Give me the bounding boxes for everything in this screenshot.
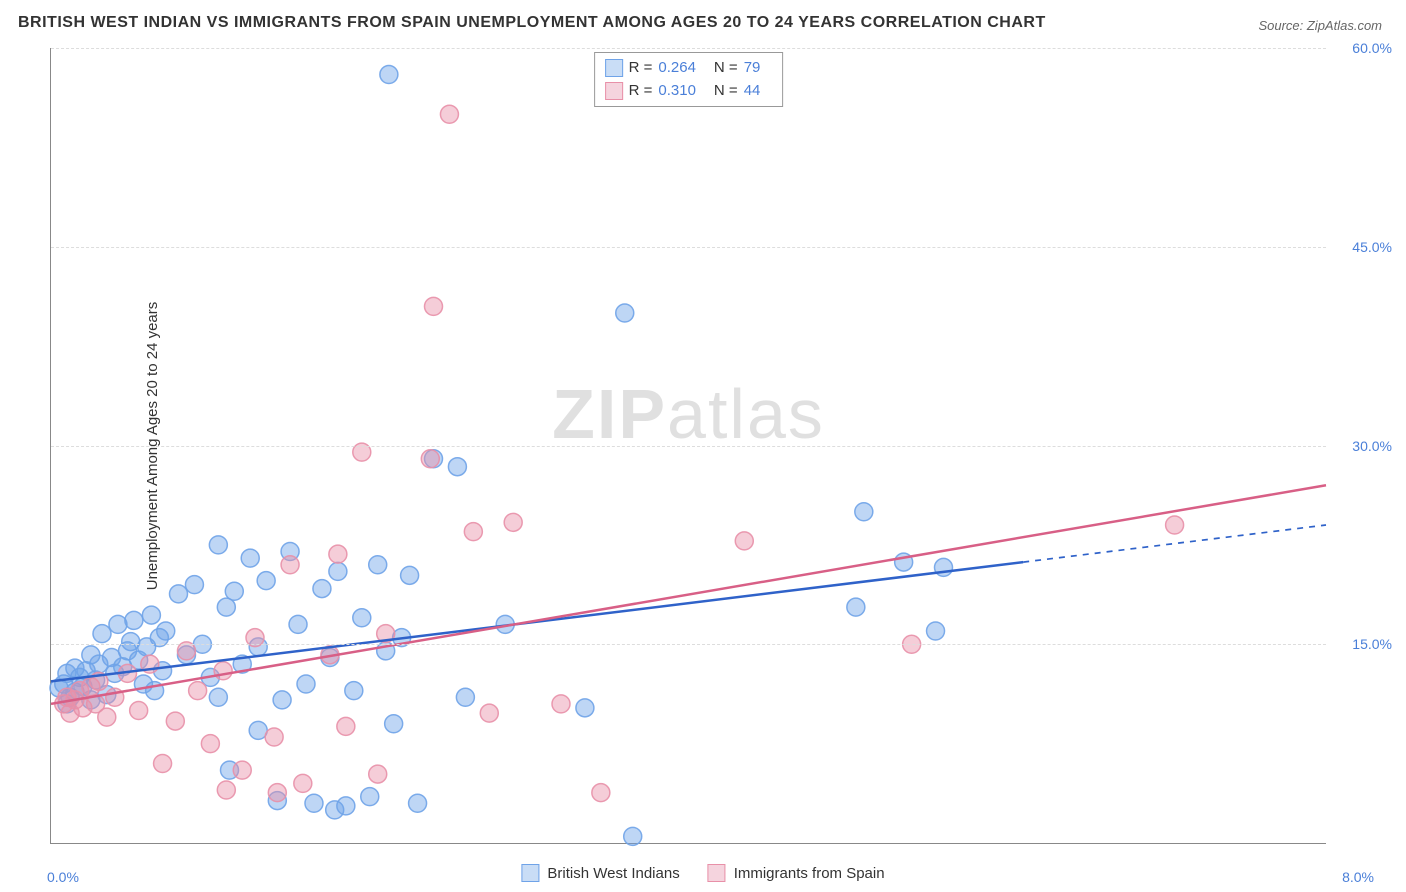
swatch-series-0 — [605, 59, 623, 77]
stats-row-series-0: R = 0.264 N = 79 — [605, 57, 773, 80]
source-credit: Source: ZipAtlas.com — [1258, 18, 1382, 33]
n-value-0: 79 — [744, 57, 761, 80]
x-tick-label: 0.0% — [47, 869, 79, 885]
r-value-0: 0.264 — [658, 57, 696, 80]
r-value-1: 0.310 — [658, 80, 696, 103]
y-tick-label: 60.0% — [1352, 40, 1392, 56]
grid-line — [51, 446, 1326, 447]
grid-line — [51, 247, 1326, 248]
legend-label-0: British West Indians — [547, 865, 679, 882]
y-tick-label: 30.0% — [1352, 438, 1392, 454]
swatch-series-1 — [605, 82, 623, 100]
r-label: R = — [629, 80, 653, 103]
n-label: N = — [714, 80, 738, 103]
y-tick-label: 15.0% — [1352, 636, 1392, 652]
series-legend: British West Indians Immigrants from Spa… — [521, 864, 884, 882]
y-tick-label: 45.0% — [1352, 239, 1392, 255]
n-value-1: 44 — [744, 80, 761, 103]
legend-item-1: Immigrants from Spain — [708, 864, 885, 882]
legend-swatch-1 — [708, 864, 726, 882]
legend-swatch-0 — [521, 864, 539, 882]
n-label: N = — [714, 57, 738, 80]
grid-line — [51, 48, 1326, 49]
r-label: R = — [629, 57, 653, 80]
grid-line — [51, 644, 1326, 645]
stats-row-series-1: R = 0.310 N = 44 — [605, 80, 773, 103]
x-tick-label: 8.0% — [1342, 869, 1374, 885]
plot-area: ZIPatlas R = 0.264 N = 79 R = 0.310 N = … — [50, 48, 1326, 844]
correlation-stats-box: R = 0.264 N = 79 R = 0.310 N = 44 — [594, 52, 784, 107]
chart-title: BRITISH WEST INDIAN VS IMMIGRANTS FROM S… — [18, 14, 1046, 32]
legend-label-1: Immigrants from Spain — [734, 865, 885, 882]
legend-item-0: British West Indians — [521, 864, 679, 882]
